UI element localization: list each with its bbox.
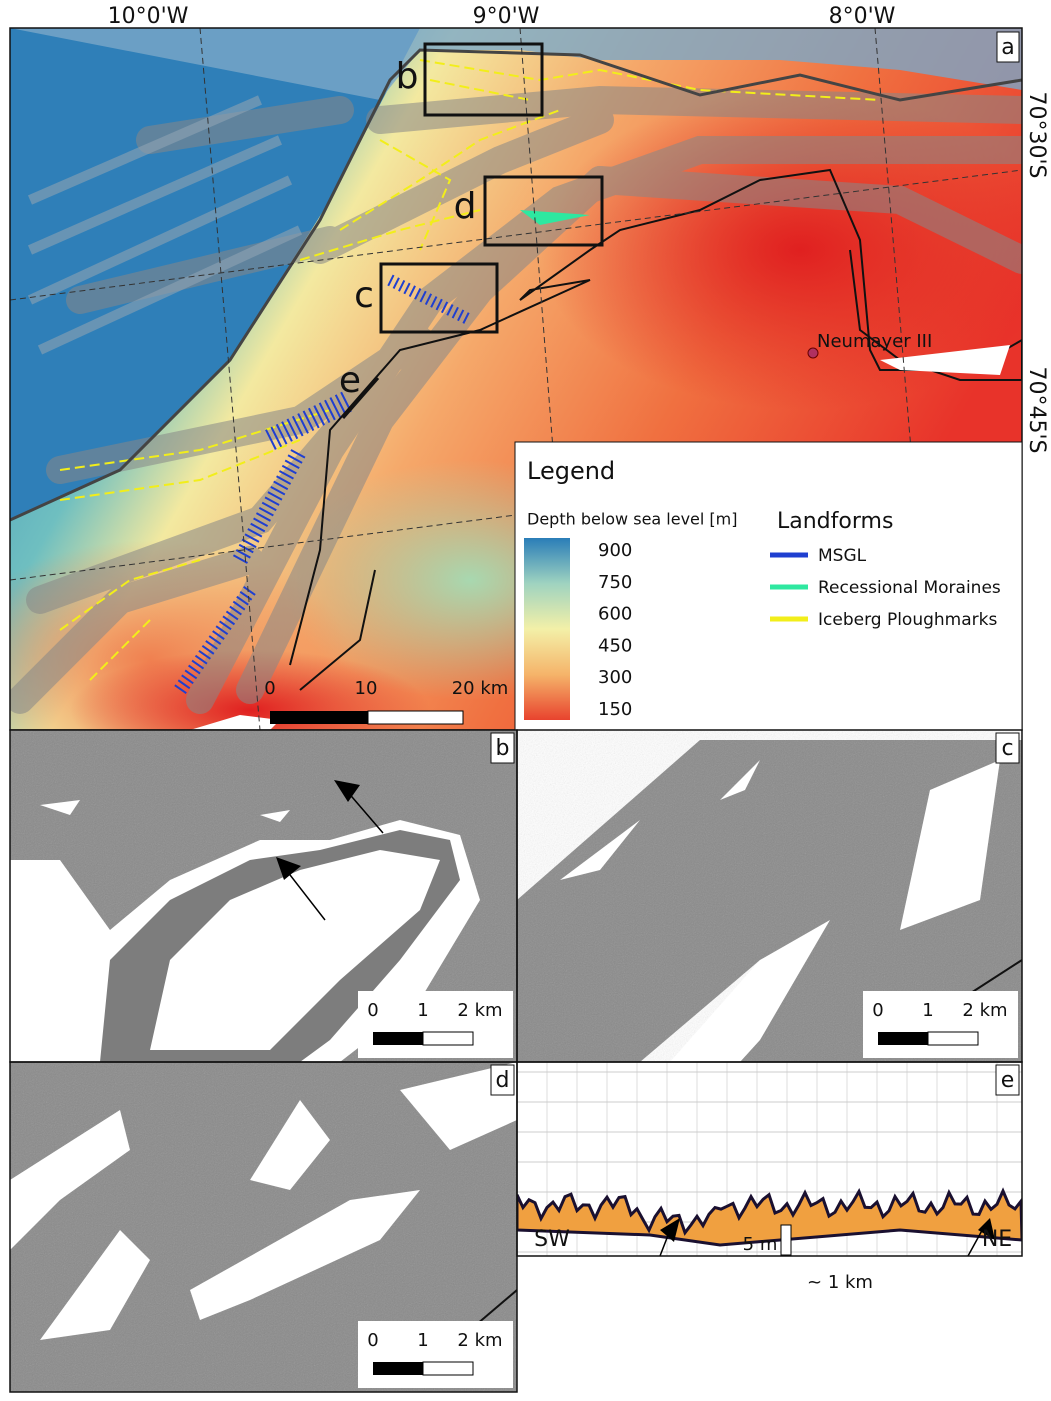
scale-label: 1: [417, 1330, 428, 1351]
vscale-label: 5 m: [743, 1234, 778, 1255]
box-label: b: [396, 56, 419, 97]
scale-label: 0: [264, 678, 275, 699]
seabed-reflection: [517, 1187, 1022, 1247]
panel-label: c: [1001, 736, 1013, 761]
scale-label: 10: [355, 678, 378, 699]
scale-bar: [878, 1032, 928, 1045]
arrowhead: [276, 780, 360, 880]
scale-bar: [927, 1031, 979, 1046]
station-label: Neumayer III: [817, 331, 932, 352]
shelf-relief: [10, 28, 1022, 100]
survey-swaths: [10, 85, 1022, 714]
station-marker: [807, 347, 819, 359]
no-data: [560, 760, 1000, 1062]
lon-label: 8°0'W: [829, 4, 896, 29]
ice-shelf-edge: [299, 569, 376, 691]
legend-title: Legend: [527, 457, 615, 485]
direction-label: SW: [534, 1227, 570, 1252]
landforms-title: Landforms: [777, 509, 893, 534]
scale-label: 2 km: [457, 1330, 502, 1351]
colorbar: [524, 538, 570, 720]
profile-e: [341, 377, 380, 419]
panel-label: b: [496, 736, 510, 761]
scale-label: 0: [872, 1000, 883, 1021]
colorbar-tick-label: 450: [598, 635, 632, 656]
coastline: [10, 48, 1022, 522]
survey-swaths: [27, 95, 303, 355]
legend-box: [514, 441, 1023, 731]
scale-label: 0: [367, 1000, 378, 1021]
colorbar-tick-label: 150: [598, 699, 632, 720]
legend-label: Recessional Moraines: [818, 578, 1001, 598]
moraines: [520, 210, 590, 225]
box-label: c: [354, 275, 374, 316]
panel-tag: [490, 1064, 515, 1096]
panel-tag: [995, 1064, 1020, 1096]
panel-label: e: [1001, 1068, 1015, 1093]
panel-tag: [996, 31, 1020, 63]
box-label: d: [454, 186, 477, 227]
colorbar-tick-label: 300: [598, 667, 632, 688]
scale-box: [863, 991, 1018, 1058]
panel-tag: [490, 732, 515, 764]
box-c: [379, 262, 499, 334]
scale-bar: [373, 1032, 423, 1045]
hillshade-texture: [517, 730, 1022, 1062]
scale-label: 1: [417, 1000, 428, 1021]
scale-bar: [422, 1361, 474, 1376]
no-data: [40, 800, 290, 822]
scale-box: [358, 1321, 513, 1388]
scale-label: 2 km: [962, 1000, 1007, 1021]
box-d: [483, 175, 604, 247]
legend-label: Iceberg Ploughmarks: [818, 610, 997, 630]
scale-label: 20 km: [452, 678, 509, 699]
panel-label: a: [1001, 35, 1014, 60]
direction-label: NE: [982, 1227, 1012, 1252]
hscale-label: ~ 1 km: [807, 1272, 873, 1293]
panel-tag: [995, 732, 1020, 764]
scale-box: [358, 991, 513, 1058]
legend-label: MSGL: [818, 546, 867, 566]
box-b: [423, 42, 544, 117]
colorbar-title: Depth below sea level [m]: [527, 510, 738, 529]
panel-e: [517, 1062, 1022, 1256]
lat-label: 70°45'S: [1024, 366, 1049, 453]
panel-b: [10, 730, 517, 1062]
lon-label: 9°0'W: [473, 4, 540, 29]
lon-label: 10°0'W: [108, 4, 189, 29]
scale-label: 2 km: [457, 1000, 502, 1021]
msgl: [174, 274, 473, 695]
vscale-bar: [780, 1224, 792, 1256]
scale-bar: [270, 711, 368, 724]
scale-bar: [373, 1362, 423, 1375]
panel-frame: [516, 1061, 1023, 1257]
ice-shelf-edge: [289, 168, 1022, 666]
no-data: [10, 1062, 517, 1340]
colorbar-tick-label: 600: [598, 604, 632, 625]
lat-label: 70°30'S: [1024, 91, 1049, 178]
box-label: e: [339, 360, 361, 401]
inset-boxes: [379, 42, 604, 334]
colorbar-tick-label: 750: [598, 572, 632, 593]
ploughmarks: [59, 59, 881, 681]
colorbar-tick-label: 900: [598, 540, 632, 561]
scale-label: 0: [367, 1330, 378, 1351]
scale-bar: [367, 710, 464, 725]
scale-label: 1: [922, 1000, 933, 1021]
legend: Legend Depth below sea level [m] Landfor…: [514, 441, 1023, 731]
panel-label: d: [496, 1068, 510, 1093]
no-data: [150, 850, 440, 1050]
scale-bar: [422, 1031, 474, 1046]
